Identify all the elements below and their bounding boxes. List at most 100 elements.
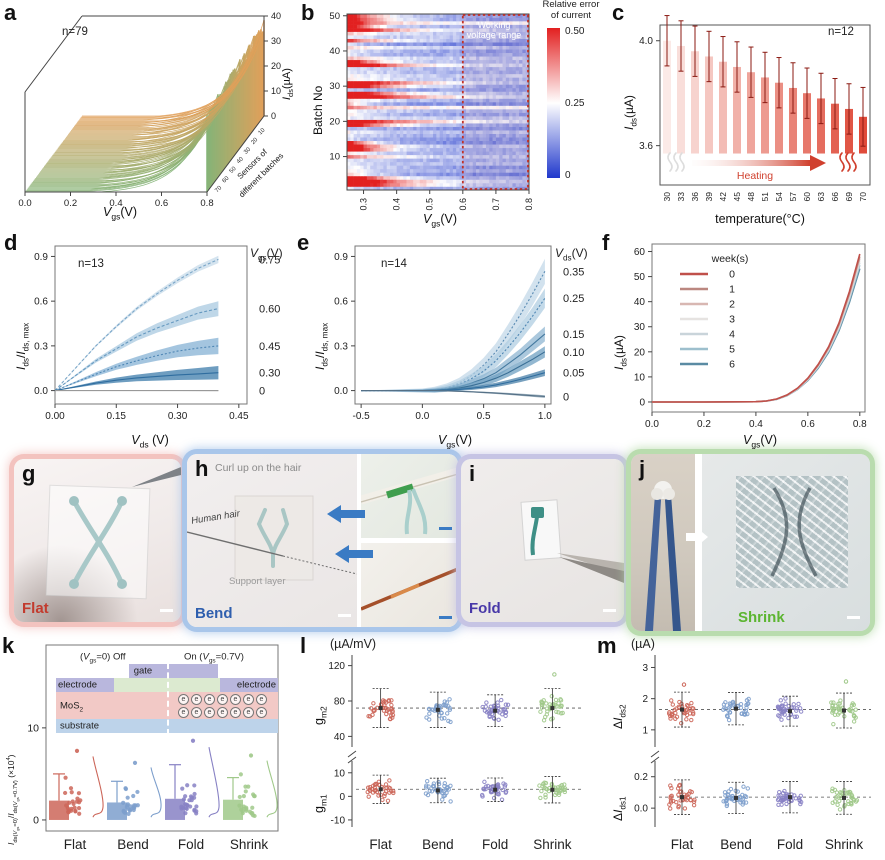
y-axis-title: Ids/Ids, max [14, 322, 31, 370]
working-voltage-annotation: Working voltage range [466, 20, 522, 41]
svg-text:0.6: 0.6 [155, 198, 168, 209]
z-axis-title: Ids(µA) [281, 68, 296, 100]
tweezers-drawing [645, 481, 681, 631]
svg-text:Bend: Bend [422, 837, 454, 852]
svg-text:0.9: 0.9 [34, 252, 48, 263]
y-axis-title-top: ΔIds2 [611, 704, 628, 729]
svg-text:0.6: 0.6 [458, 198, 468, 211]
cluster-fold [775, 695, 804, 727]
svg-text:Shrink: Shrink [825, 837, 864, 852]
svg-text:48: 48 [746, 192, 756, 202]
electrode-right [220, 678, 278, 692]
working-voltage-box [461, 14, 529, 190]
photo-fold-device: i Fold [461, 459, 624, 622]
svg-text:0.6: 0.6 [34, 297, 48, 308]
colorbar-title: Relative error of current [542, 0, 600, 21]
scale-bar [603, 609, 616, 612]
strip-chart: 1 2 3 0.0 0.2 Flat Bend Fold Shrink [634, 655, 871, 852]
svg-text:0.6: 0.6 [334, 297, 348, 308]
x-axis-title: Vgs(V) [743, 433, 777, 450]
cluster-flat [366, 688, 396, 728]
panel-k-onoff-ratio: k 0 10 Flat Bend Fold Shrink Ids(Vgs=0)/Ids(V… [0, 633, 292, 860]
svg-text:30: 30 [271, 36, 281, 46]
panel-f-stability-curves: f 0 10 20 30 40 50 60 0.0 0.2 0.4 0.6 0.8 week(s) 0 1 2… [600, 230, 885, 452]
panel-c-bar-chart: c n=12 3.6 4.0 30 33 36 39 42 45 48 51 54 57 60 63 66 6… [610, 0, 885, 230]
y-axis-title: Ids(µA) [622, 95, 639, 130]
electron-icon: e [243, 707, 254, 718]
svg-text:0.6: 0.6 [801, 419, 815, 430]
heating-arrow [692, 160, 810, 166]
panel-letter: a [4, 0, 17, 25]
svg-text:10: 10 [334, 768, 346, 779]
cluster-shrink [829, 679, 858, 729]
line-band-chart: 0.0 0.3 0.6 0.9 0.00 0.15 0.30 0.45 0.75 0.60 0.45… [34, 245, 280, 422]
unit-label: (µA/mV) [330, 637, 377, 651]
svg-text:69: 69 [844, 192, 854, 202]
svg-text:3: 3 [729, 314, 735, 326]
svg-text:0.45: 0.45 [259, 341, 280, 353]
svg-text:0.25: 0.25 [563, 293, 584, 305]
x-axis-title: Vgs(V) [438, 433, 472, 450]
condition-label: Flat [22, 600, 49, 617]
cluster-bend [721, 781, 750, 815]
electron-icon: e [178, 707, 189, 718]
svg-text:0.05: 0.05 [563, 368, 584, 380]
crumpled-film [736, 476, 848, 588]
electron-icon: e [204, 707, 215, 718]
panel-letter: j [639, 456, 646, 481]
svg-text:36: 36 [690, 192, 700, 202]
unit-label: (µA) [631, 637, 655, 651]
line-band-chart: 0.0 0.3 0.6 0.9 -0.5 0.0 0.5 1.0 0.35 0.25 0.15 0.1… [334, 245, 584, 422]
svg-text:10: 10 [27, 722, 39, 734]
svg-text:40: 40 [634, 297, 646, 308]
x-axis-title: Vgs(V) [423, 212, 457, 229]
panel-a-3d-waterfall: a n=79 0.0 0.2 0.4 0.6 0.8 0 10 20 30 40 10 20 30 40 5… [0, 0, 295, 230]
shrunk-device-x [770, 487, 818, 577]
electron-icon: e [204, 694, 215, 705]
svg-text:20: 20 [634, 347, 646, 358]
svg-text:-0.5: -0.5 [353, 411, 371, 422]
svg-text:0.15: 0.15 [563, 329, 584, 341]
svg-text:30: 30 [329, 81, 340, 92]
svg-text:0.7: 0.7 [491, 198, 501, 211]
inset-pointer-arrows [327, 505, 373, 563]
line-chart: 0 10 20 30 40 50 60 0.0 0.2 0.4 0.6 0.8 week(s) 0 1 2 3 4… [634, 243, 867, 430]
electrode-left [56, 678, 114, 692]
electron-icon: e [178, 694, 189, 705]
hair-closeup-green [361, 467, 458, 535]
photo-flat-device: g Flat [14, 459, 181, 622]
substrate-label: substrate [60, 720, 100, 732]
bar-chart: 3.6 4.0 30 33 36 39 42 45 48 51 54 57 60 63 66 69 70 Heat… [639, 15, 871, 202]
cluster-shrink [538, 672, 565, 728]
svg-text:Flat: Flat [671, 837, 694, 852]
scale-bar [439, 527, 452, 530]
svg-text:60: 60 [634, 247, 646, 258]
svg-text:10: 10 [634, 372, 646, 383]
svg-text:0.00: 0.00 [45, 411, 65, 422]
panel-m-current-change: m (µA) 1 2 3 0.0 0.2 Flat Bend Fold Shrink ΔIds2… [595, 633, 885, 860]
svg-text:0.3: 0.3 [334, 341, 348, 352]
svg-text:6: 6 [729, 359, 735, 371]
bend-drawing [187, 495, 357, 581]
svg-text:45: 45 [732, 192, 742, 202]
scale-bar [439, 616, 452, 619]
support-layer-label: Support layer [229, 576, 286, 587]
svg-text:0.15: 0.15 [107, 411, 127, 422]
svg-text:120: 120 [328, 661, 345, 672]
svg-text:10: 10 [271, 86, 281, 96]
electron-icon: e [217, 694, 228, 705]
svg-text:Shrink: Shrink [230, 837, 269, 852]
svg-text:66: 66 [830, 192, 840, 202]
y-axis-title-bottom: ΔIds1 [611, 796, 628, 821]
svg-text:0.45: 0.45 [229, 411, 249, 422]
svg-text:63: 63 [816, 192, 826, 202]
cluster-flat [365, 774, 396, 804]
series-header: Vds(V) [555, 246, 588, 263]
group-fold [165, 738, 220, 820]
electron-icon: e [256, 707, 267, 718]
series-header: Vgs(V) [250, 246, 283, 263]
hair-closeup-brown [361, 567, 458, 611]
y-axis-title: Batch No [311, 85, 325, 135]
electron-icon: e [230, 707, 241, 718]
